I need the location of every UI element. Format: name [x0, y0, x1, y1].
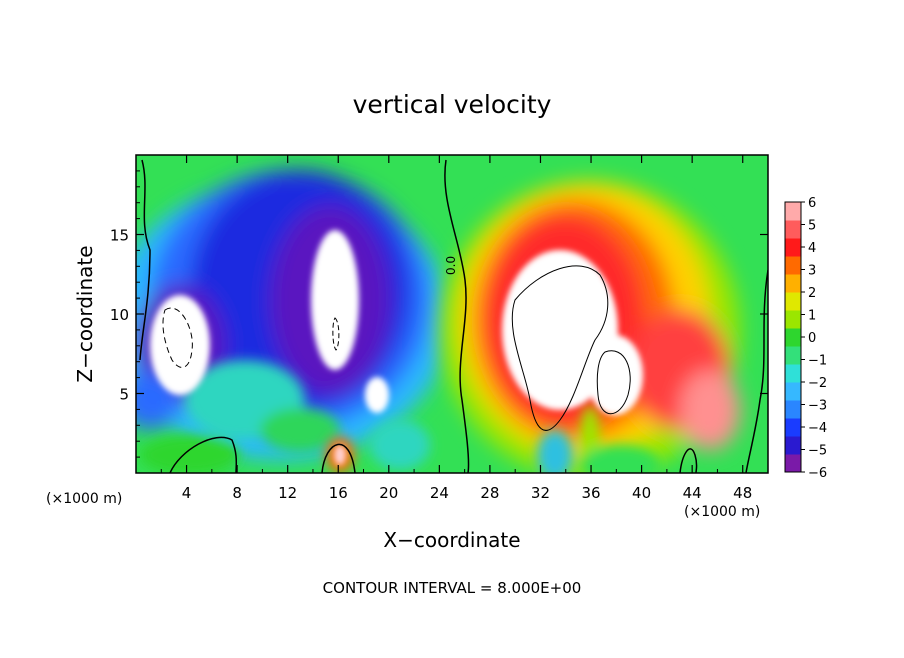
x-unit-left: (×1000 m)	[46, 491, 122, 507]
colorbar-label: 6	[808, 196, 816, 211]
colorbar-label: 5	[808, 219, 816, 234]
colorbar-swatch	[785, 292, 801, 311]
colorbar-swatch	[785, 346, 801, 365]
colorbar-label: −1	[808, 354, 827, 369]
chart-title: vertical velocity	[353, 90, 552, 119]
y-axis-label: Z−coordinate	[73, 245, 97, 382]
zero-contour-left	[139, 159, 151, 361]
colorbar-label: 3	[808, 264, 816, 279]
y-tick-label: 15	[110, 227, 129, 245]
colorbar-swatch	[785, 220, 801, 239]
x-tick-label: 32	[531, 484, 550, 502]
y-tick-label: 5	[119, 386, 129, 404]
colorbar-swatch	[785, 328, 801, 347]
x-tick-label: 8	[232, 484, 242, 502]
colorbar-swatch	[785, 454, 801, 473]
x-tick-label: 12	[278, 484, 297, 502]
colorbar: 6 5 4 3 2 1 0 −1 −2 −3 −4 −5 −6	[784, 196, 827, 481]
colorbar-swatch	[785, 436, 801, 455]
contour-right-edge	[745, 269, 768, 473]
x-tick-label: 40	[632, 484, 651, 502]
colorbar-label: 2	[808, 286, 816, 301]
y-tick-label: 10	[110, 306, 129, 324]
x-axis: 4 8 12 16 20 24 28 32 36 40 44 48	[160, 155, 752, 502]
colorbar-swatch	[785, 310, 801, 329]
x-tick-label: 16	[329, 484, 348, 502]
colorbar-swatch	[785, 400, 801, 419]
x-tick-label: 48	[733, 484, 752, 502]
contour-right-lobe	[679, 448, 698, 473]
x-axis-label: X−coordinate	[383, 528, 520, 552]
colorbar-label: −4	[808, 421, 827, 436]
contour-core-updraft-2	[596, 350, 631, 415]
zero-contour-plume	[321, 443, 356, 473]
x-tick-label: 36	[581, 484, 600, 502]
contour-label: 0.0	[444, 256, 458, 275]
y-axis: 5 10 15	[110, 170, 768, 458]
colorbar-swatch	[785, 418, 801, 437]
colorbar-swatch	[785, 364, 801, 383]
contour-core-updraft	[511, 265, 609, 431]
contour-interval-note: CONTOUR INTERVAL = 8.000E+00	[323, 579, 582, 597]
zero-contour-center	[444, 159, 470, 473]
colorbar-label: −6	[808, 466, 827, 481]
contour-core-left	[162, 307, 193, 368]
zero-contour-bottom	[169, 436, 238, 473]
colorbar-swatch	[785, 202, 801, 221]
x-tick-label: 4	[182, 484, 192, 502]
colorbar-label: 0	[808, 331, 816, 346]
x-tick-label: 28	[480, 484, 499, 502]
x-unit-right: (×1000 m)	[684, 504, 760, 520]
x-tick-label: 24	[430, 484, 449, 502]
colorbar-label: 1	[808, 309, 816, 324]
colorbar-swatch	[785, 238, 801, 257]
contour-core-center	[332, 317, 340, 351]
colorbar-swatch	[785, 274, 801, 293]
colorbar-swatch	[785, 382, 801, 401]
colorbar-label: −3	[808, 399, 827, 414]
x-tick-label: 20	[379, 484, 398, 502]
colorbar-swatch	[785, 256, 801, 275]
colorbar-label: 4	[808, 241, 816, 256]
colorbar-label: −2	[808, 376, 827, 391]
velocity-field: 0.0	[136, 155, 768, 473]
colorbar-label: −5	[808, 444, 827, 459]
x-tick-label: 44	[683, 484, 702, 502]
